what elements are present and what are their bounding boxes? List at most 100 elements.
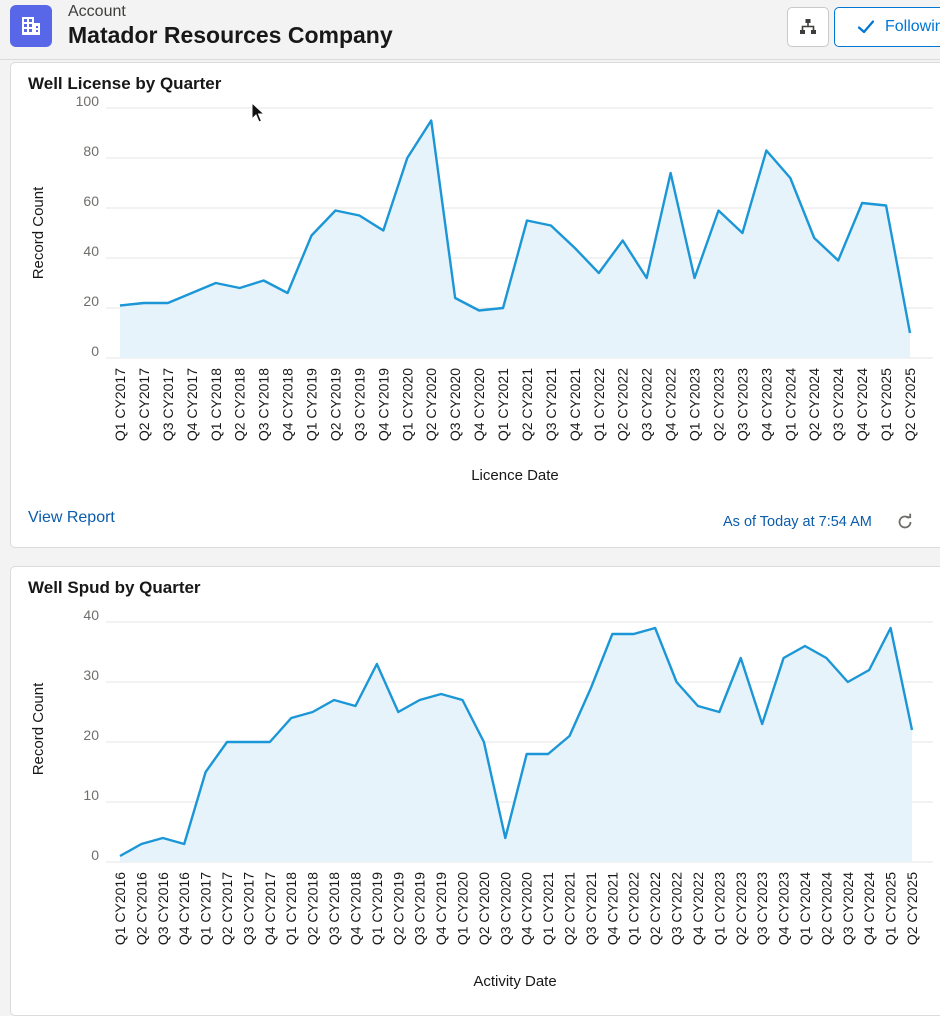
x-tick-label: Q4 CY2022 (663, 368, 679, 441)
data-point[interactable] (787, 175, 793, 181)
data-point[interactable] (620, 238, 626, 244)
data-point[interactable] (476, 308, 482, 314)
data-point[interactable] (267, 739, 273, 745)
data-point[interactable] (141, 300, 147, 306)
x-tick-label: Q2 CY2020 (476, 872, 492, 945)
data-point[interactable] (310, 709, 316, 715)
view-hierarchy-button[interactable] (787, 7, 829, 47)
data-point[interactable] (438, 691, 444, 697)
data-point[interactable] (224, 739, 230, 745)
data-point[interactable] (524, 218, 530, 224)
data-point[interactable] (567, 733, 573, 739)
data-point[interactable] (811, 235, 817, 241)
data-point[interactable] (888, 625, 894, 631)
data-point[interactable] (866, 667, 872, 673)
data-point[interactable] (715, 208, 721, 214)
y-tick-label: 60 (83, 193, 99, 209)
follow-button[interactable]: Followin (834, 7, 940, 47)
data-point[interactable] (165, 300, 171, 306)
data-point[interactable] (459, 697, 465, 703)
data-point[interactable] (189, 290, 195, 296)
data-point[interactable] (695, 703, 701, 709)
y-tick-label: 40 (83, 607, 99, 623)
x-tick-label: Q4 CY2016 (176, 872, 192, 945)
data-point[interactable] (356, 213, 362, 219)
x-tick-label: Q1 CY2018 (283, 872, 299, 945)
data-point[interactable] (716, 709, 722, 715)
x-tick-label: Q1 CY2019 (304, 368, 320, 441)
data-point[interactable] (481, 739, 487, 745)
data-point[interactable] (261, 278, 267, 284)
x-tick-label: Q3 CY2018 (256, 368, 272, 441)
data-point[interactable] (428, 118, 434, 124)
x-tick-label: Q1 CY2021 (495, 368, 511, 441)
data-point[interactable] (524, 751, 530, 757)
data-point[interactable] (181, 841, 187, 847)
refresh-icon[interactable] (894, 511, 916, 533)
data-point[interactable] (138, 841, 144, 847)
x-tick-label: Q4 CY2018 (347, 872, 363, 945)
data-point[interactable] (545, 751, 551, 757)
data-point[interactable] (644, 275, 650, 281)
data-point[interactable] (245, 739, 251, 745)
x-tick-label: Q1 CY2024 (797, 872, 813, 945)
view-report-link[interactable]: View Report (28, 509, 115, 526)
data-point[interactable] (674, 679, 680, 685)
data-point[interactable] (309, 233, 315, 239)
data-point[interactable] (845, 679, 851, 685)
data-point[interactable] (572, 245, 578, 251)
data-point[interactable] (117, 853, 123, 859)
x-tick-label: Q1 CY2021 (540, 872, 556, 945)
data-point[interactable] (631, 631, 637, 637)
data-point[interactable] (763, 148, 769, 154)
x-tick-label: Q3 CY2017 (160, 368, 176, 441)
data-point[interactable] (213, 280, 219, 286)
x-tick-label: Q3 CY2019 (412, 872, 428, 945)
data-point[interactable] (374, 661, 380, 667)
data-point[interactable] (823, 655, 829, 661)
data-point[interactable] (500, 305, 506, 311)
data-point[interactable] (404, 155, 410, 161)
data-point[interactable] (237, 285, 243, 291)
x-tick-label: Q1 CY2016 (112, 872, 128, 945)
data-point[interactable] (668, 170, 674, 176)
x-tick-label: Q2 CY2018 (305, 872, 321, 945)
data-point[interactable] (502, 835, 508, 841)
data-point[interactable] (781, 655, 787, 661)
data-point[interactable] (452, 295, 458, 301)
data-point[interactable] (909, 727, 915, 733)
data-point[interactable] (417, 697, 423, 703)
data-point[interactable] (548, 223, 554, 229)
data-point[interactable] (883, 203, 889, 209)
data-point[interactable] (352, 703, 358, 709)
data-point[interactable] (907, 330, 913, 336)
x-tick-label: Q4 CY2017 (262, 872, 278, 945)
x-tick-label: Q2 CY2024 (806, 368, 822, 441)
data-point[interactable] (288, 715, 294, 721)
x-tick-label: Q3 CY2017 (240, 872, 256, 945)
data-point[interactable] (160, 835, 166, 841)
as-of-timestamp: As of Today at 7:54 AM (723, 514, 872, 530)
data-point[interactable] (609, 631, 615, 637)
data-point[interactable] (117, 303, 123, 309)
data-point[interactable] (692, 275, 698, 281)
data-point[interactable] (859, 200, 865, 206)
data-point[interactable] (331, 697, 337, 703)
data-point[interactable] (332, 208, 338, 214)
data-point[interactable] (380, 228, 386, 234)
data-point[interactable] (203, 769, 209, 775)
data-point[interactable] (802, 643, 808, 649)
data-point[interactable] (759, 721, 765, 727)
data-point[interactable] (652, 625, 658, 631)
data-point[interactable] (738, 655, 744, 661)
x-tick-label: Q2 CY2024 (818, 872, 834, 945)
x-tick-label: Q4 CY2021 (604, 872, 620, 945)
data-point[interactable] (588, 685, 594, 691)
data-point[interactable] (739, 230, 745, 236)
data-point[interactable] (835, 258, 841, 264)
x-tick-label: Q4 CY2023 (758, 368, 774, 441)
data-point[interactable] (285, 290, 291, 296)
data-point[interactable] (596, 270, 602, 276)
data-point[interactable] (395, 709, 401, 715)
series-line (119, 626, 914, 858)
